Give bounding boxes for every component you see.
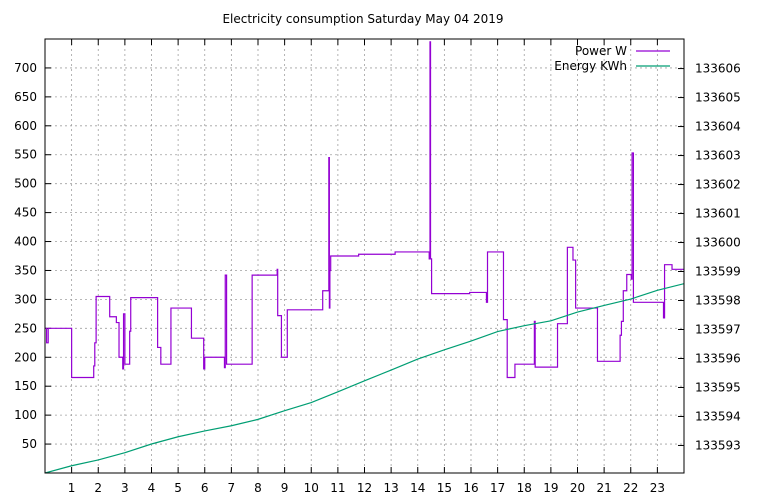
y-right-tick-label: 133600 [695, 236, 741, 250]
y-right-tick-label: 133595 [695, 380, 741, 394]
x-tick-label: 9 [281, 481, 289, 495]
y-left-tick-label: 50 [22, 437, 37, 451]
y-right-tick-label: 133603 [695, 149, 741, 163]
plot-frame [44, 38, 685, 474]
y-left-tick-label: 300 [14, 292, 37, 306]
x-tick-label: 16 [463, 481, 478, 495]
x-tick-label: 21 [596, 481, 611, 495]
legend-label: Energy KWh [554, 59, 627, 73]
y-left-tick-label: 600 [14, 119, 37, 133]
x-tick-label: 19 [543, 481, 558, 495]
y-right-tick-label: 133596 [695, 351, 741, 365]
y-right-tick-label: 133605 [695, 91, 741, 105]
x-tick-label: 7 [228, 481, 236, 495]
x-tick-label: 11 [330, 481, 345, 495]
y-right-tick-label: 133601 [695, 207, 741, 221]
y-left-tick-label: 650 [14, 90, 37, 104]
y-axis-right-ticks: 133593 133594 133595 133596 133597 133598 1335… [678, 62, 741, 452]
grid-lines [45, 39, 684, 473]
x-tick-label: 1 [68, 481, 76, 495]
x-tick-label: 14 [410, 481, 425, 495]
x-tick-label: 4 [148, 481, 156, 495]
y-left-tick-label: 700 [14, 61, 37, 75]
x-tick-label: 23 [650, 481, 665, 495]
y-left-tick-label: 450 [14, 206, 37, 220]
y-left-tick-label: 200 [14, 350, 37, 364]
x-axis-ticks: 1 2 3 4 5 6 7 8 9 10 11 12 13 14 15 16 17 18 19 20 21 22 23 [68, 39, 665, 495]
y-right-tick-label: 133594 [695, 409, 741, 423]
x-tick-label: 13 [383, 481, 398, 495]
x-tick-label: 17 [490, 481, 505, 495]
y-left-tick-label: 350 [14, 263, 37, 277]
y-left-tick-label: 400 [14, 235, 37, 249]
x-tick-label: 6 [201, 481, 209, 495]
y-right-tick-label: 133599 [695, 265, 741, 279]
y-right-tick-label: 133597 [695, 322, 741, 336]
x-tick-label: 3 [121, 481, 129, 495]
series-line-energy-kwh [45, 283, 684, 473]
y-right-tick-label: 133606 [695, 62, 741, 76]
x-tick-label: 12 [357, 481, 372, 495]
y-left-tick-label: 550 [14, 148, 37, 162]
x-tick-label: 20 [570, 481, 585, 495]
x-tick-label: 2 [94, 481, 102, 495]
y-right-tick-label: 133604 [695, 120, 741, 134]
y-left-tick-label: 250 [14, 321, 37, 335]
y-axis-left-ticks: 50 100 150 200 250 300 350 400 450 500 550 600 650 70… [14, 61, 51, 451]
y-left-tick-label: 150 [14, 379, 37, 393]
y-right-tick-label: 133602 [695, 178, 741, 192]
x-tick-label: 18 [517, 481, 532, 495]
y-left-tick-label: 500 [14, 177, 37, 191]
x-tick-label: 10 [304, 481, 319, 495]
x-tick-label: 15 [437, 481, 452, 495]
x-tick-label: 22 [623, 481, 638, 495]
y-right-tick-label: 133598 [695, 294, 741, 308]
y-right-tick-label: 133593 [695, 438, 741, 452]
chart-title: Electricity consumption Saturday May 04 … [222, 12, 503, 26]
x-tick-label: 5 [174, 481, 182, 495]
y-left-tick-label: 100 [14, 408, 37, 422]
series-lines [45, 41, 684, 473]
x-tick-label: 8 [254, 481, 262, 495]
series-line-power-w [45, 41, 684, 379]
legend-label: Power W [575, 44, 627, 58]
